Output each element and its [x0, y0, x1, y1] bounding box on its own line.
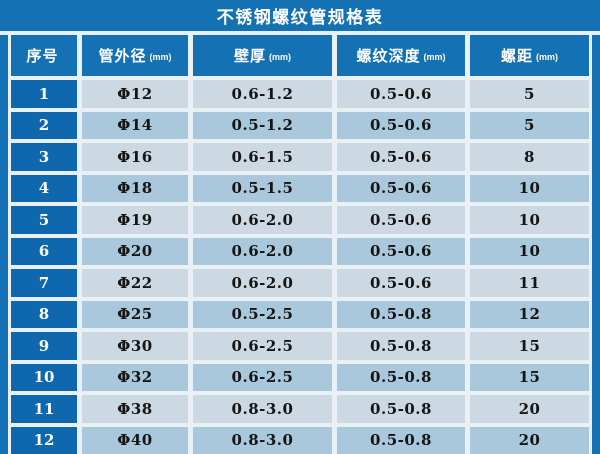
row-data-cell-outer_diameter_mm: Φ30: [82, 332, 188, 360]
row-data-cell-wall_thickness_mm: 0.6-2.0: [193, 206, 332, 234]
row-data-cell-wall_thickness_mm: 0.5-1.5: [193, 174, 332, 202]
row-serial-cell: 6: [11, 237, 77, 265]
row-data-cell-pitch_mm: 10: [470, 206, 589, 234]
column-header-thread-depth: 螺纹深度 (mm): [337, 35, 465, 76]
row-data-cell-pitch_mm: 8: [470, 143, 589, 171]
row-data-cell-outer_diameter_mm: Φ25: [82, 300, 188, 328]
row-serial-cell: 8: [11, 300, 77, 328]
row-data-cell-outer_diameter_mm: Φ22: [82, 269, 188, 297]
row-data-cell-thread_depth_mm: 0.5-0.6: [337, 80, 465, 108]
row-serial-cell: 1: [11, 80, 77, 108]
row-serial-cell: 4: [11, 174, 77, 202]
row-data-cell-pitch_mm: 11: [470, 269, 589, 297]
row-serial-cell: 7: [11, 269, 77, 297]
row-serial-cell: 10: [11, 363, 77, 391]
row-data-cell-pitch_mm: 5: [470, 111, 589, 139]
row-data-cell-thread_depth_mm: 0.5-0.8: [337, 395, 465, 423]
row-data-cell-pitch_mm: 15: [470, 332, 589, 360]
row-data-cell-outer_diameter_mm: Φ20: [82, 237, 188, 265]
row-data-cell-pitch_mm: 12: [470, 300, 589, 328]
row-data-cell-wall_thickness_mm: 0.6-1.2: [193, 80, 332, 108]
unit-label: (mm): [423, 52, 446, 62]
row-data-cell-thread_depth_mm: 0.5-0.6: [337, 174, 465, 202]
row-data-cell-thread_depth_mm: 0.5-0.8: [337, 426, 465, 454]
page-title: 不锈钢螺纹管规格表: [216, 8, 384, 27]
row-data-cell-outer_diameter_mm: Φ32: [82, 363, 188, 391]
row-data-cell-thread_depth_mm: 0.5-0.8: [337, 332, 465, 360]
row-data-cell-wall_thickness_mm: 0.6-1.5: [193, 143, 332, 171]
row-data-cell-wall_thickness_mm: 0.5-2.5: [193, 300, 332, 328]
row-data-cell-thread_depth_mm: 0.5-0.6: [337, 269, 465, 297]
row-data-cell-wall_thickness_mm: 0.6-2.5: [193, 332, 332, 360]
row-serial-cell: 2: [11, 111, 77, 139]
row-data-cell-wall_thickness_mm: 0.6-2.0: [193, 237, 332, 265]
row-data-cell-pitch_mm: 15: [470, 363, 589, 391]
column-header-outer-diameter: 管外径 (mm): [82, 35, 188, 76]
title-divider: [0, 31, 600, 35]
title-band: 不锈钢螺纹管规格表: [0, 0, 600, 31]
row-data-cell-thread_depth_mm: 0.5-0.6: [337, 206, 465, 234]
row-serial-cell: 11: [11, 395, 77, 423]
row-data-cell-pitch_mm: 10: [470, 237, 589, 265]
unit-label: (mm): [269, 52, 291, 62]
row-serial-cell: 9: [11, 332, 77, 360]
row-data-cell-outer_diameter_mm: Φ38: [82, 395, 188, 423]
row-data-cell-pitch_mm: 10: [470, 174, 589, 202]
column-header-wall-thickness: 壁厚 (mm): [193, 35, 332, 76]
unit-label: (mm): [536, 52, 558, 62]
row-data-cell-outer_diameter_mm: Φ40: [82, 426, 188, 454]
row-data-cell-outer_diameter_mm: Φ18: [82, 174, 188, 202]
column-header-pitch: 螺距 (mm): [470, 35, 589, 76]
row-data-cell-thread_depth_mm: 0.5-0.8: [337, 363, 465, 391]
row-data-cell-wall_thickness_mm: 0.6-2.0: [193, 269, 332, 297]
spec-table: 序号 管外径 (mm) 壁厚 (mm) 螺纹深度 (mm) 螺距 (mm) 1 Φ12 0.…: [8, 35, 592, 454]
row-data-cell-wall_thickness_mm: 0.5-1.2: [193, 111, 332, 139]
row-serial-cell: 5: [11, 206, 77, 234]
row-data-cell-outer_diameter_mm: Φ14: [82, 111, 188, 139]
row-data-cell-pitch_mm: 20: [470, 426, 589, 454]
row-serial-cell: 12: [11, 426, 77, 454]
unit-label: (mm): [149, 52, 172, 62]
row-data-cell-outer_diameter_mm: Φ19: [82, 206, 188, 234]
row-data-cell-outer_diameter_mm: Φ16: [82, 143, 188, 171]
row-data-cell-wall_thickness_mm: 0.6-2.5: [193, 363, 332, 391]
row-data-cell-pitch_mm: 5: [470, 80, 589, 108]
row-data-cell-pitch_mm: 20: [470, 395, 589, 423]
column-header-serial-no: 序号: [11, 35, 77, 76]
row-data-cell-wall_thickness_mm: 0.8-3.0: [193, 395, 332, 423]
row-data-cell-outer_diameter_mm: Φ12: [82, 80, 188, 108]
row-data-cell-thread_depth_mm: 0.5-0.6: [337, 143, 465, 171]
row-data-cell-wall_thickness_mm: 0.8-3.0: [193, 426, 332, 454]
row-serial-cell: 3: [11, 143, 77, 171]
row-data-cell-thread_depth_mm: 0.5-0.6: [337, 237, 465, 265]
row-data-cell-thread_depth_mm: 0.5-0.8: [337, 300, 465, 328]
row-data-cell-thread_depth_mm: 0.5-0.6: [337, 111, 465, 139]
